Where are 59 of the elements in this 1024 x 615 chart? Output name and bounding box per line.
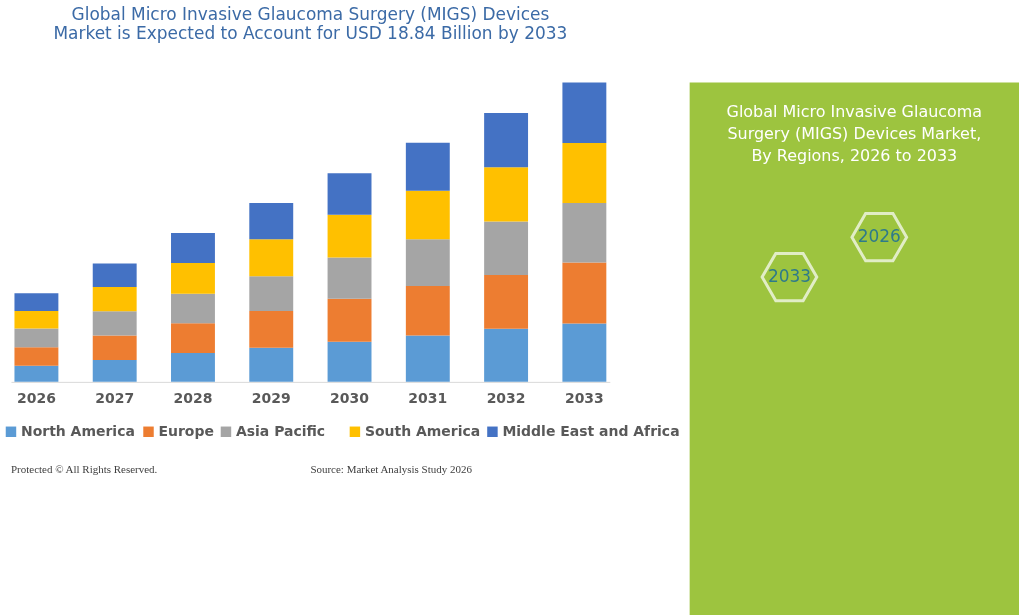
bar [249, 239, 294, 277]
bar [171, 353, 215, 382]
bar [405, 335, 450, 382]
x-tick-label: 2033 [564, 390, 604, 407]
bar [327, 214, 372, 258]
x-tick-label: 2030 [330, 390, 370, 407]
x-tick-label: 2026 [16, 390, 56, 407]
legend-label: North America [20, 422, 135, 439]
bar [14, 365, 59, 382]
bar [92, 311, 137, 336]
bar [92, 263, 137, 287]
bar [14, 347, 59, 366]
bar [249, 347, 294, 382]
bar [484, 221, 529, 275]
bar [405, 142, 450, 191]
bar [405, 239, 450, 287]
bar [249, 203, 294, 240]
text: Global Micro Invasive Glaucoma Surgery (MIGS) Devices Market, By Regions, 2026 to 2033 [726, 102, 983, 166]
bar [14, 293, 59, 311]
bar [171, 323, 215, 354]
x-tick-label: 2032 [486, 390, 526, 407]
source-note: Source: Market Analysis Study 2026 [310, 462, 473, 475]
bar [327, 257, 372, 299]
bar [562, 262, 607, 324]
bar [249, 276, 294, 311]
bar [562, 142, 607, 204]
chart-title: Global Micro Invasive Glaucoma Surgery (MIGS) Devices Market is Expected to Account for USD 18.84 Billion by 2033 [53, 3, 568, 43]
bar [484, 112, 529, 168]
bar [92, 360, 137, 382]
bar [171, 263, 215, 294]
bar [171, 233, 215, 263]
bar [562, 323, 607, 382]
bar [484, 274, 529, 329]
x-tick-label: 2029 [251, 390, 291, 407]
legend-label: Europe [158, 422, 214, 439]
bar [327, 341, 372, 382]
x-tick-label: 2031 [408, 390, 448, 407]
x-tick-label: 2027 [95, 390, 135, 407]
bar [14, 328, 59, 348]
bar [171, 293, 215, 324]
bar [405, 286, 450, 336]
bar [92, 286, 137, 312]
bar [327, 298, 372, 342]
text: 2026 [857, 226, 901, 247]
bar [405, 190, 450, 240]
bar [484, 328, 529, 382]
legend-label: Asia Pacific [235, 422, 326, 439]
legend-label: South America [364, 422, 481, 439]
bar [249, 310, 294, 348]
legend-label: Middle East and Africa [502, 422, 680, 439]
bar [14, 310, 59, 329]
bar [327, 173, 372, 215]
bar [92, 335, 137, 361]
x-tick-label: 2028 [173, 390, 213, 407]
bar [562, 203, 607, 263]
bar [484, 167, 529, 222]
text: 2033 [767, 266, 812, 287]
bar [562, 82, 607, 143]
text: Protected © All Rights Reserved. [10, 462, 158, 475]
